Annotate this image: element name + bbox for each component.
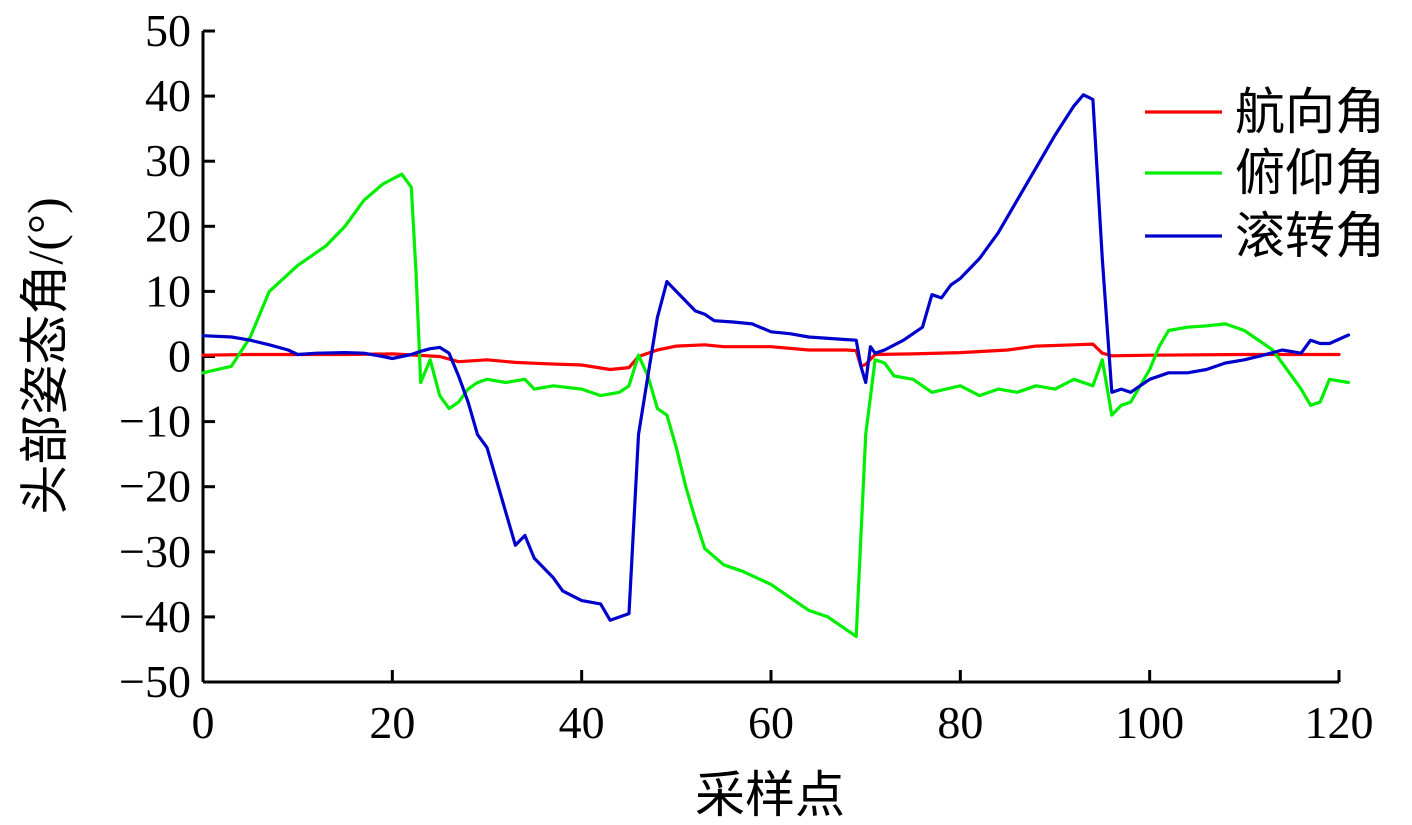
- y-tick-label: 0: [168, 331, 191, 382]
- series-line-2: [201, 172, 1351, 639]
- x-tick-label: 40: [559, 697, 605, 748]
- legend-label: 滚转角: [1235, 208, 1385, 264]
- y-tick-label: −20: [119, 461, 191, 512]
- y-tick-label: −50: [119, 656, 191, 707]
- series-line-3: [201, 93, 1351, 622]
- y-tick-label: −10: [119, 396, 191, 447]
- x-tick-label: 100: [1115, 697, 1184, 748]
- legend-label: 航向角: [1235, 84, 1385, 140]
- x-tick-label: 20: [369, 697, 415, 748]
- series-line-1: [201, 342, 1341, 372]
- y-tick-label: −40: [119, 591, 191, 642]
- series-lines: [201, 93, 1351, 639]
- y-tick-label: 40: [145, 70, 191, 121]
- y-tick-label: 30: [145, 135, 191, 186]
- y-tick-label: 10: [145, 265, 191, 316]
- x-tick-label: 120: [1305, 697, 1374, 748]
- legend-label: 俯仰角: [1235, 145, 1385, 201]
- x-tick-label: 80: [937, 697, 983, 748]
- y-tick-label: 50: [145, 5, 191, 56]
- y-tick-label: 20: [145, 200, 191, 251]
- x-axis-title: 采样点: [695, 767, 845, 820]
- y-tick-label: −30: [119, 526, 191, 577]
- y-axis-title: 头部姿态角/(°): [17, 197, 73, 514]
- x-tick-label: 60: [748, 697, 794, 748]
- x-tick-label: 0: [192, 697, 215, 748]
